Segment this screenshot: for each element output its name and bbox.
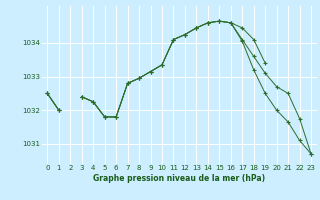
X-axis label: Graphe pression niveau de la mer (hPa): Graphe pression niveau de la mer (hPa) (93, 174, 265, 183)
